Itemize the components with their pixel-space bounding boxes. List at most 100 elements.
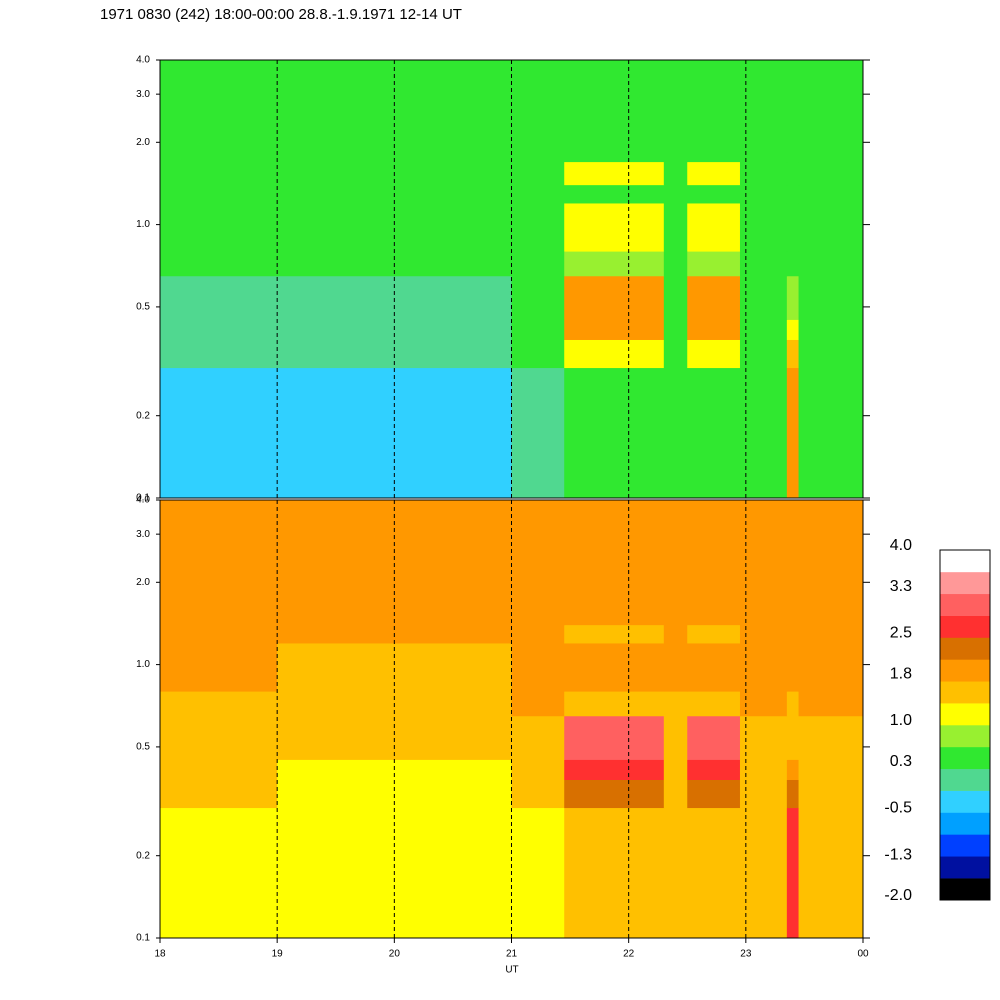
heatmap-cell xyxy=(786,251,800,277)
heatmap-cell xyxy=(511,715,565,760)
heatmap-cell xyxy=(277,275,395,320)
heatmap-cell xyxy=(786,367,800,499)
heatmap-cell xyxy=(277,202,395,252)
heatmap-cell xyxy=(798,691,864,717)
heatmap-cell xyxy=(786,184,800,204)
heatmap-cell xyxy=(786,715,800,760)
y-tick-label: 4.0 xyxy=(136,495,150,506)
heatmap-cell xyxy=(511,251,565,277)
heatmap-cell xyxy=(798,759,864,780)
y-tick-label: 1.0 xyxy=(136,219,150,230)
colorbar-swatch xyxy=(940,637,990,660)
heatmap-cell xyxy=(277,807,395,939)
colorbar-swatch xyxy=(940,659,990,682)
x-tick-label: 22 xyxy=(623,949,635,960)
heatmap-cell xyxy=(394,642,512,692)
heatmap-cell xyxy=(394,500,512,603)
x-tick-label: 20 xyxy=(389,949,401,960)
heatmap-cell xyxy=(687,60,741,163)
heatmap-cell xyxy=(394,691,512,717)
heatmap-cell xyxy=(739,759,788,780)
heatmap-cell xyxy=(687,367,741,499)
y-tick-label: 4.0 xyxy=(136,55,150,66)
heatmap-cell xyxy=(277,601,395,626)
heatmap-cell xyxy=(160,319,278,340)
heatmap-cell xyxy=(786,601,800,626)
heatmap-cell xyxy=(786,339,800,369)
heatmap-cell xyxy=(511,161,565,186)
heatmap-cell xyxy=(160,759,278,780)
heatmap-cell xyxy=(663,275,688,320)
heatmap-cell xyxy=(786,500,800,603)
y-tick-label: 0.1 xyxy=(136,933,150,944)
heatmap-cell xyxy=(160,161,278,186)
heatmap-cell xyxy=(160,275,278,320)
heatmap-cell xyxy=(687,161,741,186)
heatmap-cell xyxy=(160,500,278,603)
heatmap-cell xyxy=(663,161,688,186)
heatmap-cell xyxy=(663,691,688,717)
heatmap-cell xyxy=(739,202,788,252)
heatmap-cell xyxy=(798,275,864,320)
x-tick-label: 23 xyxy=(740,949,752,960)
heatmap-cell xyxy=(277,624,395,644)
heatmap-cell xyxy=(160,251,278,277)
heatmap-cell xyxy=(687,642,741,692)
heatmap-cell xyxy=(277,161,395,186)
heatmap-cell xyxy=(564,367,665,499)
heatmap-cell xyxy=(663,779,688,809)
colorbar-swatch xyxy=(940,768,990,791)
colorbar-tick-label: 0.3 xyxy=(890,753,912,770)
heatmap-cell xyxy=(798,624,864,644)
heatmap-cell xyxy=(798,715,864,760)
heatmap-cell xyxy=(394,759,512,780)
heatmap-cell xyxy=(687,275,741,320)
heatmap-cell xyxy=(663,367,688,499)
x-tick-label: 19 xyxy=(272,949,284,960)
heatmap-cell xyxy=(511,60,565,163)
heatmap-cell xyxy=(786,691,800,717)
y-tick-label: 3.0 xyxy=(136,89,150,100)
heatmap-cell xyxy=(739,161,788,186)
y-tick-label: 0.5 xyxy=(136,302,150,313)
heatmap-cell xyxy=(564,624,665,644)
heatmap-cell xyxy=(739,367,788,499)
heatmap-cell xyxy=(394,60,512,163)
y-tick-label: 2.0 xyxy=(136,577,150,588)
heatmap-cell xyxy=(687,319,741,340)
heatmap-cell xyxy=(511,691,565,717)
y-tick-label: 1.0 xyxy=(136,659,150,670)
heatmap-cell xyxy=(160,691,278,717)
heatmap-cell xyxy=(564,251,665,277)
heatmap-cell xyxy=(798,807,864,939)
heatmap-cell xyxy=(786,779,800,809)
heatmap-cell xyxy=(511,500,565,603)
heatmap-cell xyxy=(739,779,788,809)
colorbar-swatch xyxy=(940,593,990,616)
heatmap-cell xyxy=(687,624,741,644)
x-axis-label: UT xyxy=(505,965,518,976)
heatmap-cell xyxy=(160,624,278,644)
heatmap-cell xyxy=(687,184,741,204)
heatmap-cell xyxy=(687,500,741,603)
colorbar-swatch xyxy=(940,834,990,857)
heatmap-cell xyxy=(663,339,688,369)
colorbar-swatch xyxy=(940,703,990,726)
heatmap-cell xyxy=(739,60,788,163)
heatmap-cell xyxy=(687,202,741,252)
colorbar-swatch xyxy=(940,550,990,573)
heatmap-cell xyxy=(564,759,665,780)
heatmap-cell xyxy=(687,759,741,780)
colorbar-swatch xyxy=(940,681,990,704)
heatmap-cell xyxy=(687,779,741,809)
y-tick-label: 0.1 xyxy=(136,493,150,504)
colorbar-swatch xyxy=(940,571,990,595)
heatmap-cell xyxy=(160,601,278,626)
heatmap-cell xyxy=(739,642,788,692)
heatmap-cell xyxy=(786,161,800,186)
heatmap-cell xyxy=(564,202,665,252)
heatmap-cell xyxy=(798,202,864,252)
y-tick-label: 0.2 xyxy=(136,850,150,861)
heatmap-cell xyxy=(798,184,864,204)
